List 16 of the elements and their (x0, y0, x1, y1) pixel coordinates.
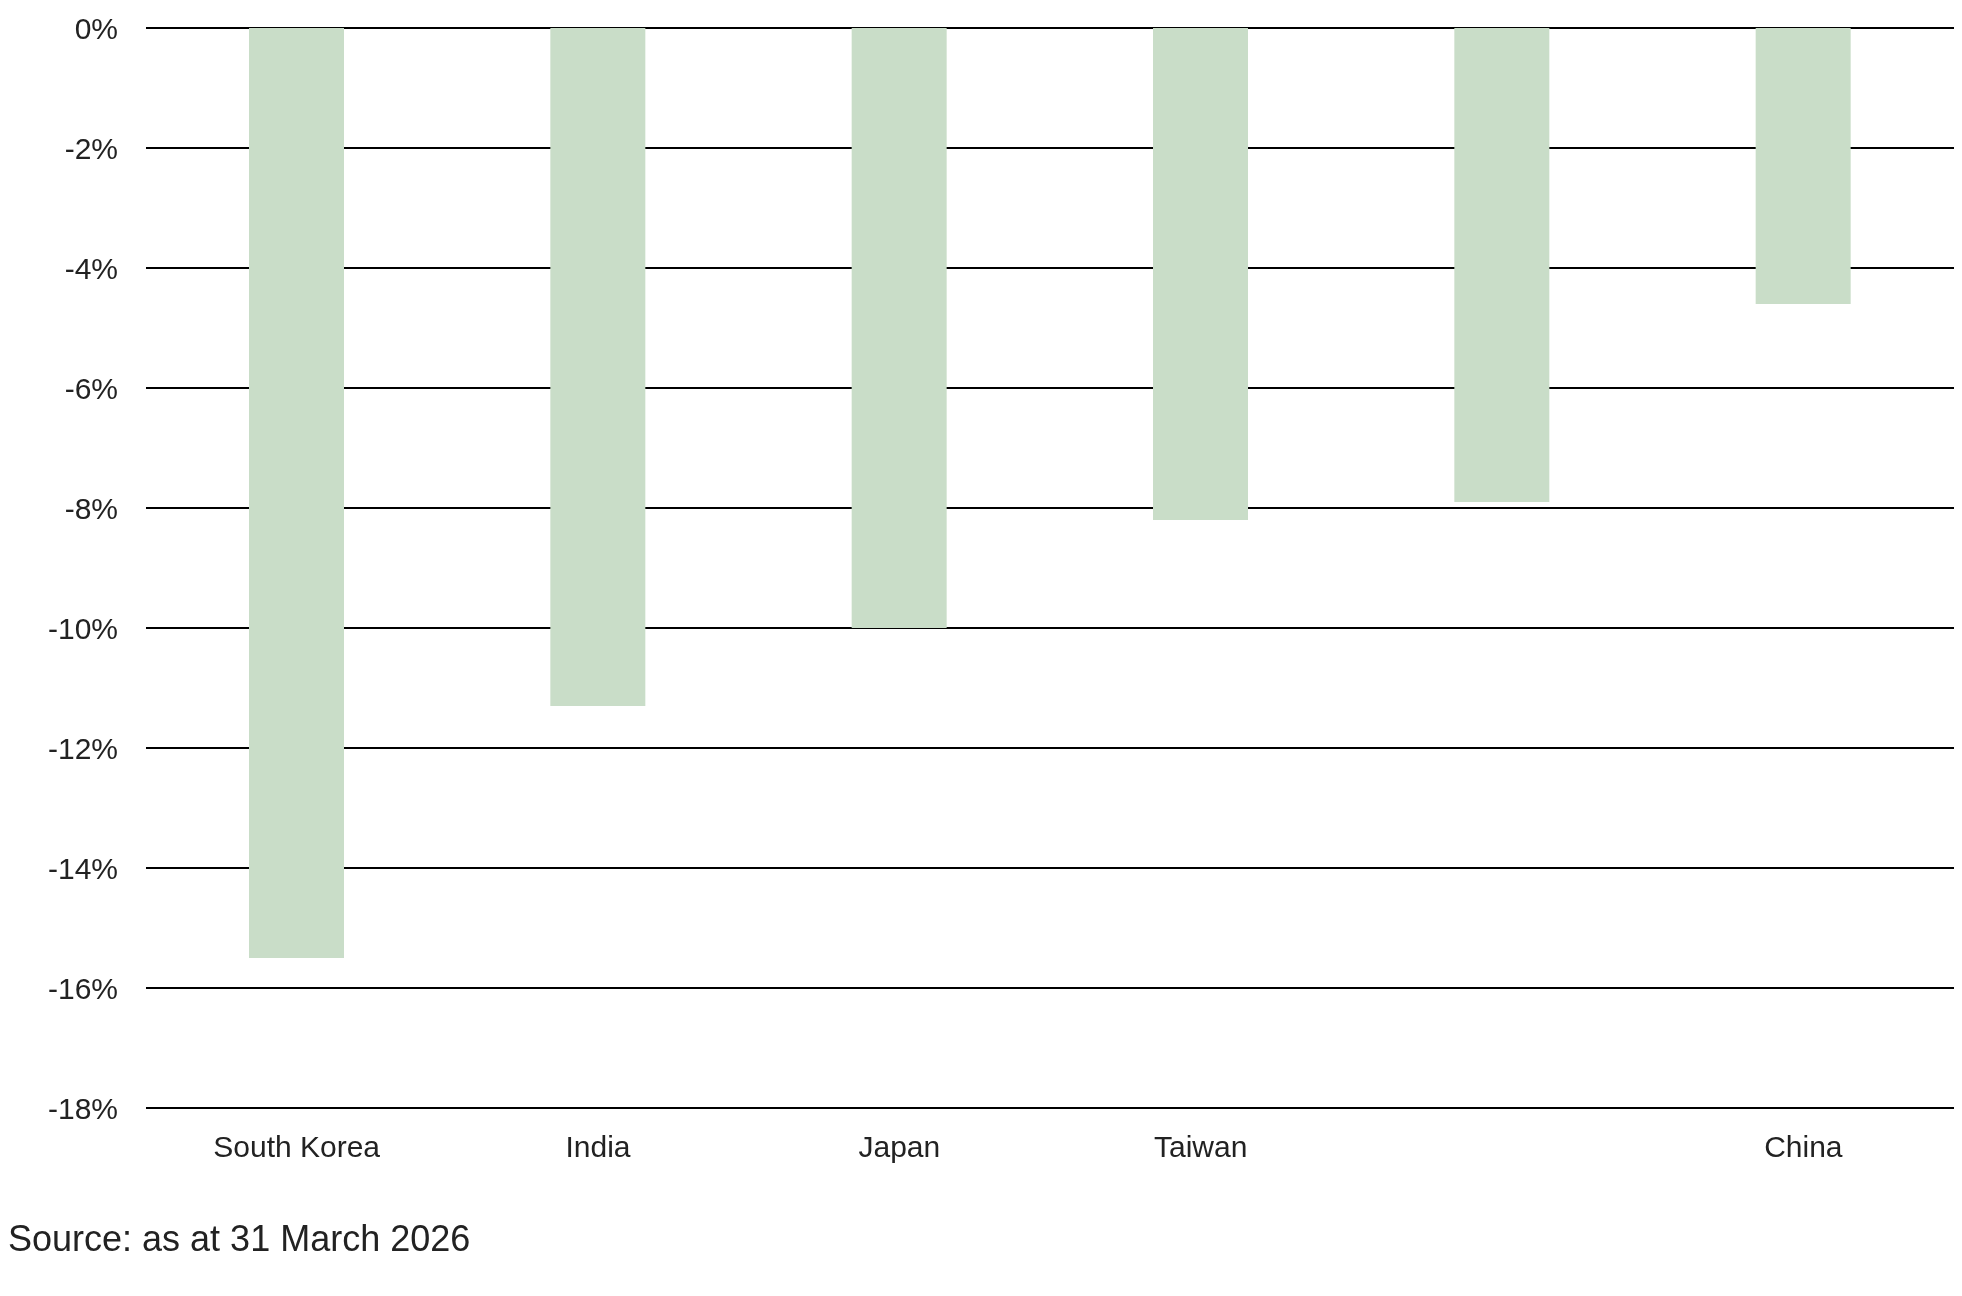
y-tick-label: 0% (74, 11, 118, 45)
x-tick-label: Japan (858, 1130, 941, 1164)
y-tick-label: -14% (47, 851, 118, 885)
y-tick-label: -12% (47, 731, 118, 765)
x-tick-label: China (1764, 1130, 1843, 1164)
y-tick-label: -8% (64, 491, 118, 525)
y-tick-label: -4% (64, 251, 118, 285)
y-tick-label: -10% (47, 611, 118, 645)
y-tick-label: -16% (47, 971, 118, 1005)
y-tick-label: -18% (47, 1091, 118, 1125)
y-tick-label: -2% (64, 131, 118, 165)
source-note: Source: as at 31 March 2026 (8, 1218, 472, 1260)
y-tick-label: -6% (64, 371, 118, 405)
x-tick-label: Taiwan (1153, 1130, 1248, 1164)
x-tick-label: India (565, 1130, 631, 1164)
x-tick-label: South Korea (213, 1130, 381, 1164)
